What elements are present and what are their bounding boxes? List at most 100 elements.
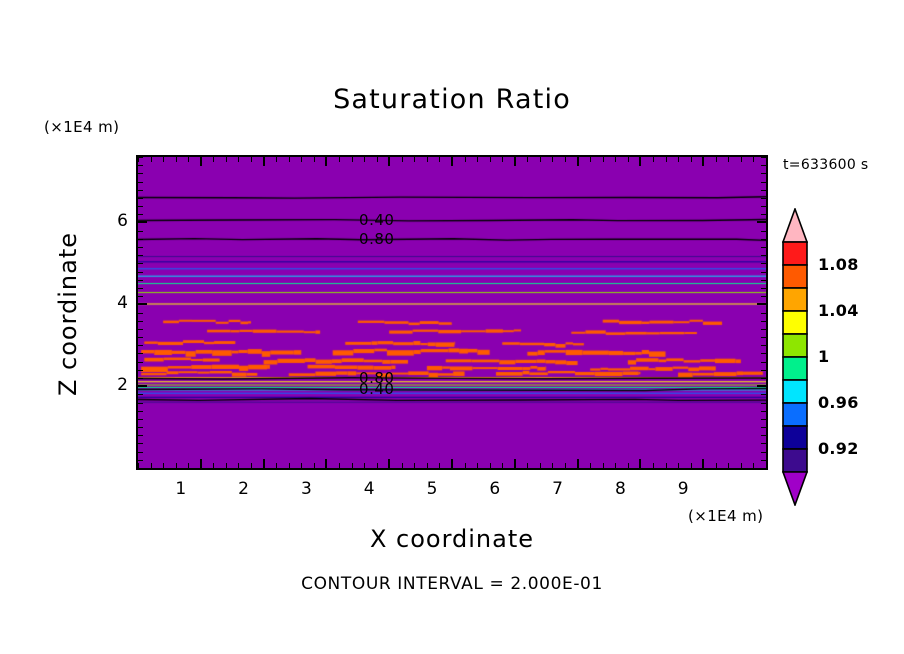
y-tick-minor-right [761, 157, 766, 158]
y-tick-minor-right [761, 345, 766, 347]
x-tick-minor-top [213, 157, 215, 162]
colorbar-tick-label: 1 [818, 347, 830, 366]
x-tick-minor-top [188, 157, 190, 162]
y-tick-label: 2 [117, 375, 128, 396]
y-tick-minor-right [761, 320, 766, 322]
colorbar-band [782, 287, 808, 312]
y-tick-minor-right [761, 181, 766, 183]
x-tick-minor-top [351, 157, 353, 162]
x-tick-minor [225, 463, 227, 468]
y-tick-minor-right [761, 377, 766, 379]
x-tick-minor-top [489, 157, 491, 162]
x-tick-minor [690, 463, 692, 468]
colorbar [782, 208, 808, 506]
colorbar-band [782, 379, 808, 404]
saturation-field-canvas [138, 157, 766, 468]
x-axis-unit-label: (×1E4 m) [688, 507, 764, 525]
y-tick-minor [138, 410, 143, 412]
x-tick-minor [138, 463, 139, 468]
x-tick-major [451, 459, 453, 468]
colorbar-band [782, 264, 808, 289]
y-tick-minor [138, 296, 143, 298]
x-tick-minor-top [665, 157, 667, 162]
x-tick-major-top [576, 157, 579, 166]
x-tick-major-top [451, 157, 453, 166]
x-tick-major-top [388, 157, 391, 166]
x-tick-minor [627, 463, 629, 468]
y-tick-major-right [757, 385, 766, 388]
x-tick-minor [652, 463, 654, 468]
x-tick-minor-top [477, 157, 479, 162]
y-tick-minor-right [761, 418, 766, 420]
x-tick-minor-top [364, 157, 366, 162]
colorbar-band [782, 402, 808, 427]
y-tick-minor [138, 197, 143, 199]
y-tick-major-right [757, 303, 766, 306]
x-tick-minor-top [627, 157, 629, 162]
y-tick-minor-right [761, 451, 766, 453]
x-tick-major [262, 459, 265, 468]
y-tick-minor [138, 214, 143, 216]
x-tick-major [199, 459, 202, 468]
x-tick-minor-top [301, 157, 303, 162]
y-tick-minor-right [761, 312, 766, 314]
x-tick-minor [740, 463, 742, 468]
y-axis-title: Z coordinate [54, 231, 82, 397]
contour-value-label: 0.80 [359, 368, 395, 387]
y-tick-minor [138, 328, 143, 330]
x-tick-minor [338, 463, 340, 468]
x-tick-minor-top [740, 157, 742, 162]
x-tick-minor [715, 463, 717, 468]
colorbar-tick-label: 1.08 [818, 255, 859, 274]
y-tick-minor-right [761, 206, 766, 208]
x-tick-minor [150, 463, 152, 468]
y-tick-minor [138, 238, 143, 240]
contour-interval-note: CONTOUR INTERVAL = 2.000E-01 [301, 574, 603, 594]
y-tick-minor [138, 468, 143, 469]
y-tick-minor-right [761, 271, 766, 273]
y-tick-minor [138, 361, 143, 363]
x-axis-title: X coordinate [369, 525, 535, 553]
x-tick-minor [238, 463, 240, 468]
x-tick-minor [590, 463, 592, 468]
colorbar-band [782, 241, 808, 266]
y-tick-minor [138, 263, 143, 265]
y-tick-minor [138, 337, 143, 339]
page-title: Saturation Ratio [333, 84, 571, 115]
y-tick-minor [138, 271, 143, 273]
x-tick-major-top [325, 157, 328, 166]
y-tick-minor-right [761, 468, 766, 469]
colorbar-tick-label: 0.92 [818, 439, 859, 458]
y-tick-minor [138, 287, 143, 289]
y-tick-minor-right [761, 287, 766, 289]
colorbar-band [782, 448, 808, 473]
y-tick-minor [138, 402, 143, 404]
y-tick-minor [138, 369, 143, 371]
x-tick-minor-top [766, 157, 767, 162]
x-tick-minor-top [615, 157, 617, 162]
y-tick-minor [138, 173, 143, 175]
x-tick-minor [728, 463, 730, 468]
y-tick-minor-right [761, 443, 766, 445]
y-axis-unit-label: (×1E4 m) [44, 118, 120, 136]
y-tick-minor [138, 320, 143, 322]
x-tick-minor-top [602, 157, 604, 162]
y-tick-minor [138, 165, 143, 167]
x-tick-minor-top [238, 157, 240, 162]
x-tick-minor [753, 463, 755, 468]
y-tick-minor-right [761, 165, 766, 167]
x-tick-minor-top [313, 157, 315, 162]
y-tick-minor [138, 230, 143, 232]
x-tick-minor [414, 463, 416, 468]
y-tick-minor [138, 206, 143, 208]
x-tick-minor-top [288, 157, 290, 162]
colorbar-tick-label: 1.04 [818, 301, 859, 320]
x-tick-minor [213, 463, 215, 468]
x-tick-minor [665, 463, 667, 468]
y-tick-minor [138, 181, 143, 183]
x-tick-major [513, 459, 516, 468]
x-tick-minor-top [376, 157, 378, 162]
x-tick-minor [439, 463, 441, 468]
x-tick-minor-top [225, 157, 227, 162]
y-tick-minor [138, 451, 143, 453]
